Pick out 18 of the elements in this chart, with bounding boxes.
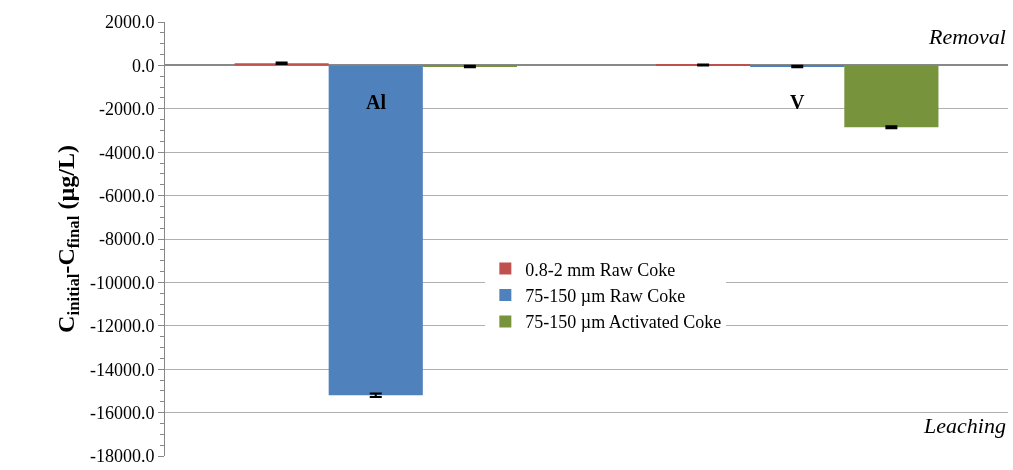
y-tick-label: 2000.0 bbox=[104, 12, 155, 33]
y-tick-label: -14000.0 bbox=[89, 359, 155, 380]
y-tick-label: -18000.0 bbox=[89, 446, 155, 467]
y-tick-label: 0.0 bbox=[131, 55, 155, 76]
x-tick-label: Al bbox=[366, 91, 387, 113]
annotation: Removal bbox=[928, 24, 1006, 49]
y-tick-label: -10000.0 bbox=[89, 272, 155, 293]
y-tick-label: -6000.0 bbox=[98, 185, 155, 206]
legend-label: 75-150 µm Activated Coke bbox=[525, 312, 722, 333]
x-tick-label: V bbox=[790, 91, 805, 113]
legend-label: 0.8-2 mm Raw Coke bbox=[525, 259, 676, 280]
legend-label: 75-150 µm Raw Coke bbox=[525, 286, 686, 307]
annotation: Leaching bbox=[923, 413, 1006, 438]
y-tick-label: -16000.0 bbox=[89, 402, 155, 423]
y-tick-label: -4000.0 bbox=[98, 142, 155, 163]
y-tick-label: -12000.0 bbox=[89, 316, 155, 337]
y-tick-label: -2000.0 bbox=[98, 99, 155, 120]
y-tick-label: -8000.0 bbox=[98, 229, 155, 250]
